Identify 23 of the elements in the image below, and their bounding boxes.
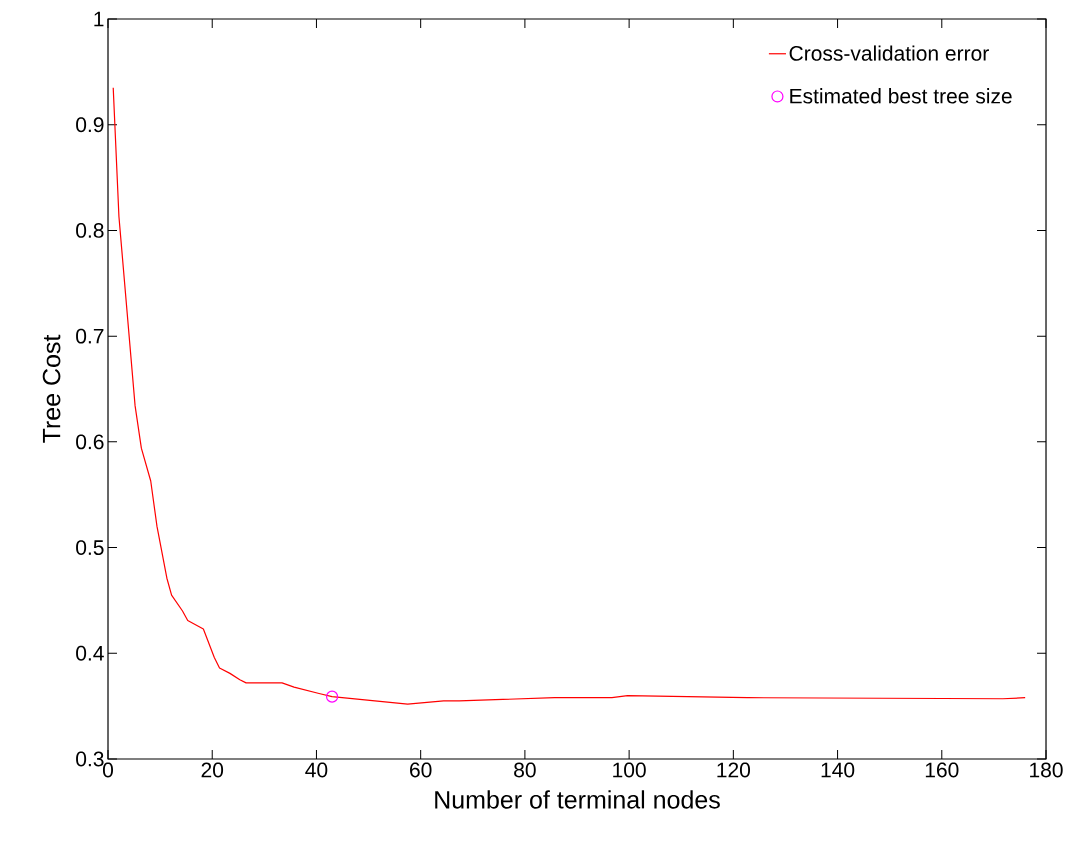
- x-tick-label: 80: [514, 762, 536, 778]
- y-tick-label: 0.4: [76, 645, 104, 661]
- x-tick-label: 180: [1030, 762, 1063, 778]
- legend-label: Estimated best tree size: [790, 88, 1012, 104]
- line-series: [112, 87, 1026, 705]
- x-tick-label: 40: [305, 762, 328, 778]
- y-axis-title: Tree Cost: [42, 334, 61, 443]
- x-tick-label: 20: [201, 762, 224, 778]
- y-tick-label: 0.6: [76, 434, 104, 450]
- x-tick-label: 120: [717, 762, 751, 778]
- y-tick-label: 0.7: [76, 328, 104, 344]
- y-tick-label: 0.9: [76, 117, 104, 133]
- y-tick-label: 1: [94, 11, 104, 27]
- x-tick-label: 160: [925, 762, 959, 778]
- x-tick-label: 60: [410, 762, 432, 778]
- x-tick-label: 140: [821, 762, 855, 778]
- x-tick-label: 100: [613, 762, 646, 778]
- y-tick-label: 0.5: [76, 540, 104, 556]
- x-axis-title: Number of terminal nodes: [435, 790, 720, 809]
- y-tick-label: 0.8: [76, 223, 104, 238]
- x-tick-label: 0: [102, 762, 114, 778]
- y-tick-label: 0.3: [76, 751, 104, 767]
- legend-label: Cross-validation error: [789, 45, 989, 61]
